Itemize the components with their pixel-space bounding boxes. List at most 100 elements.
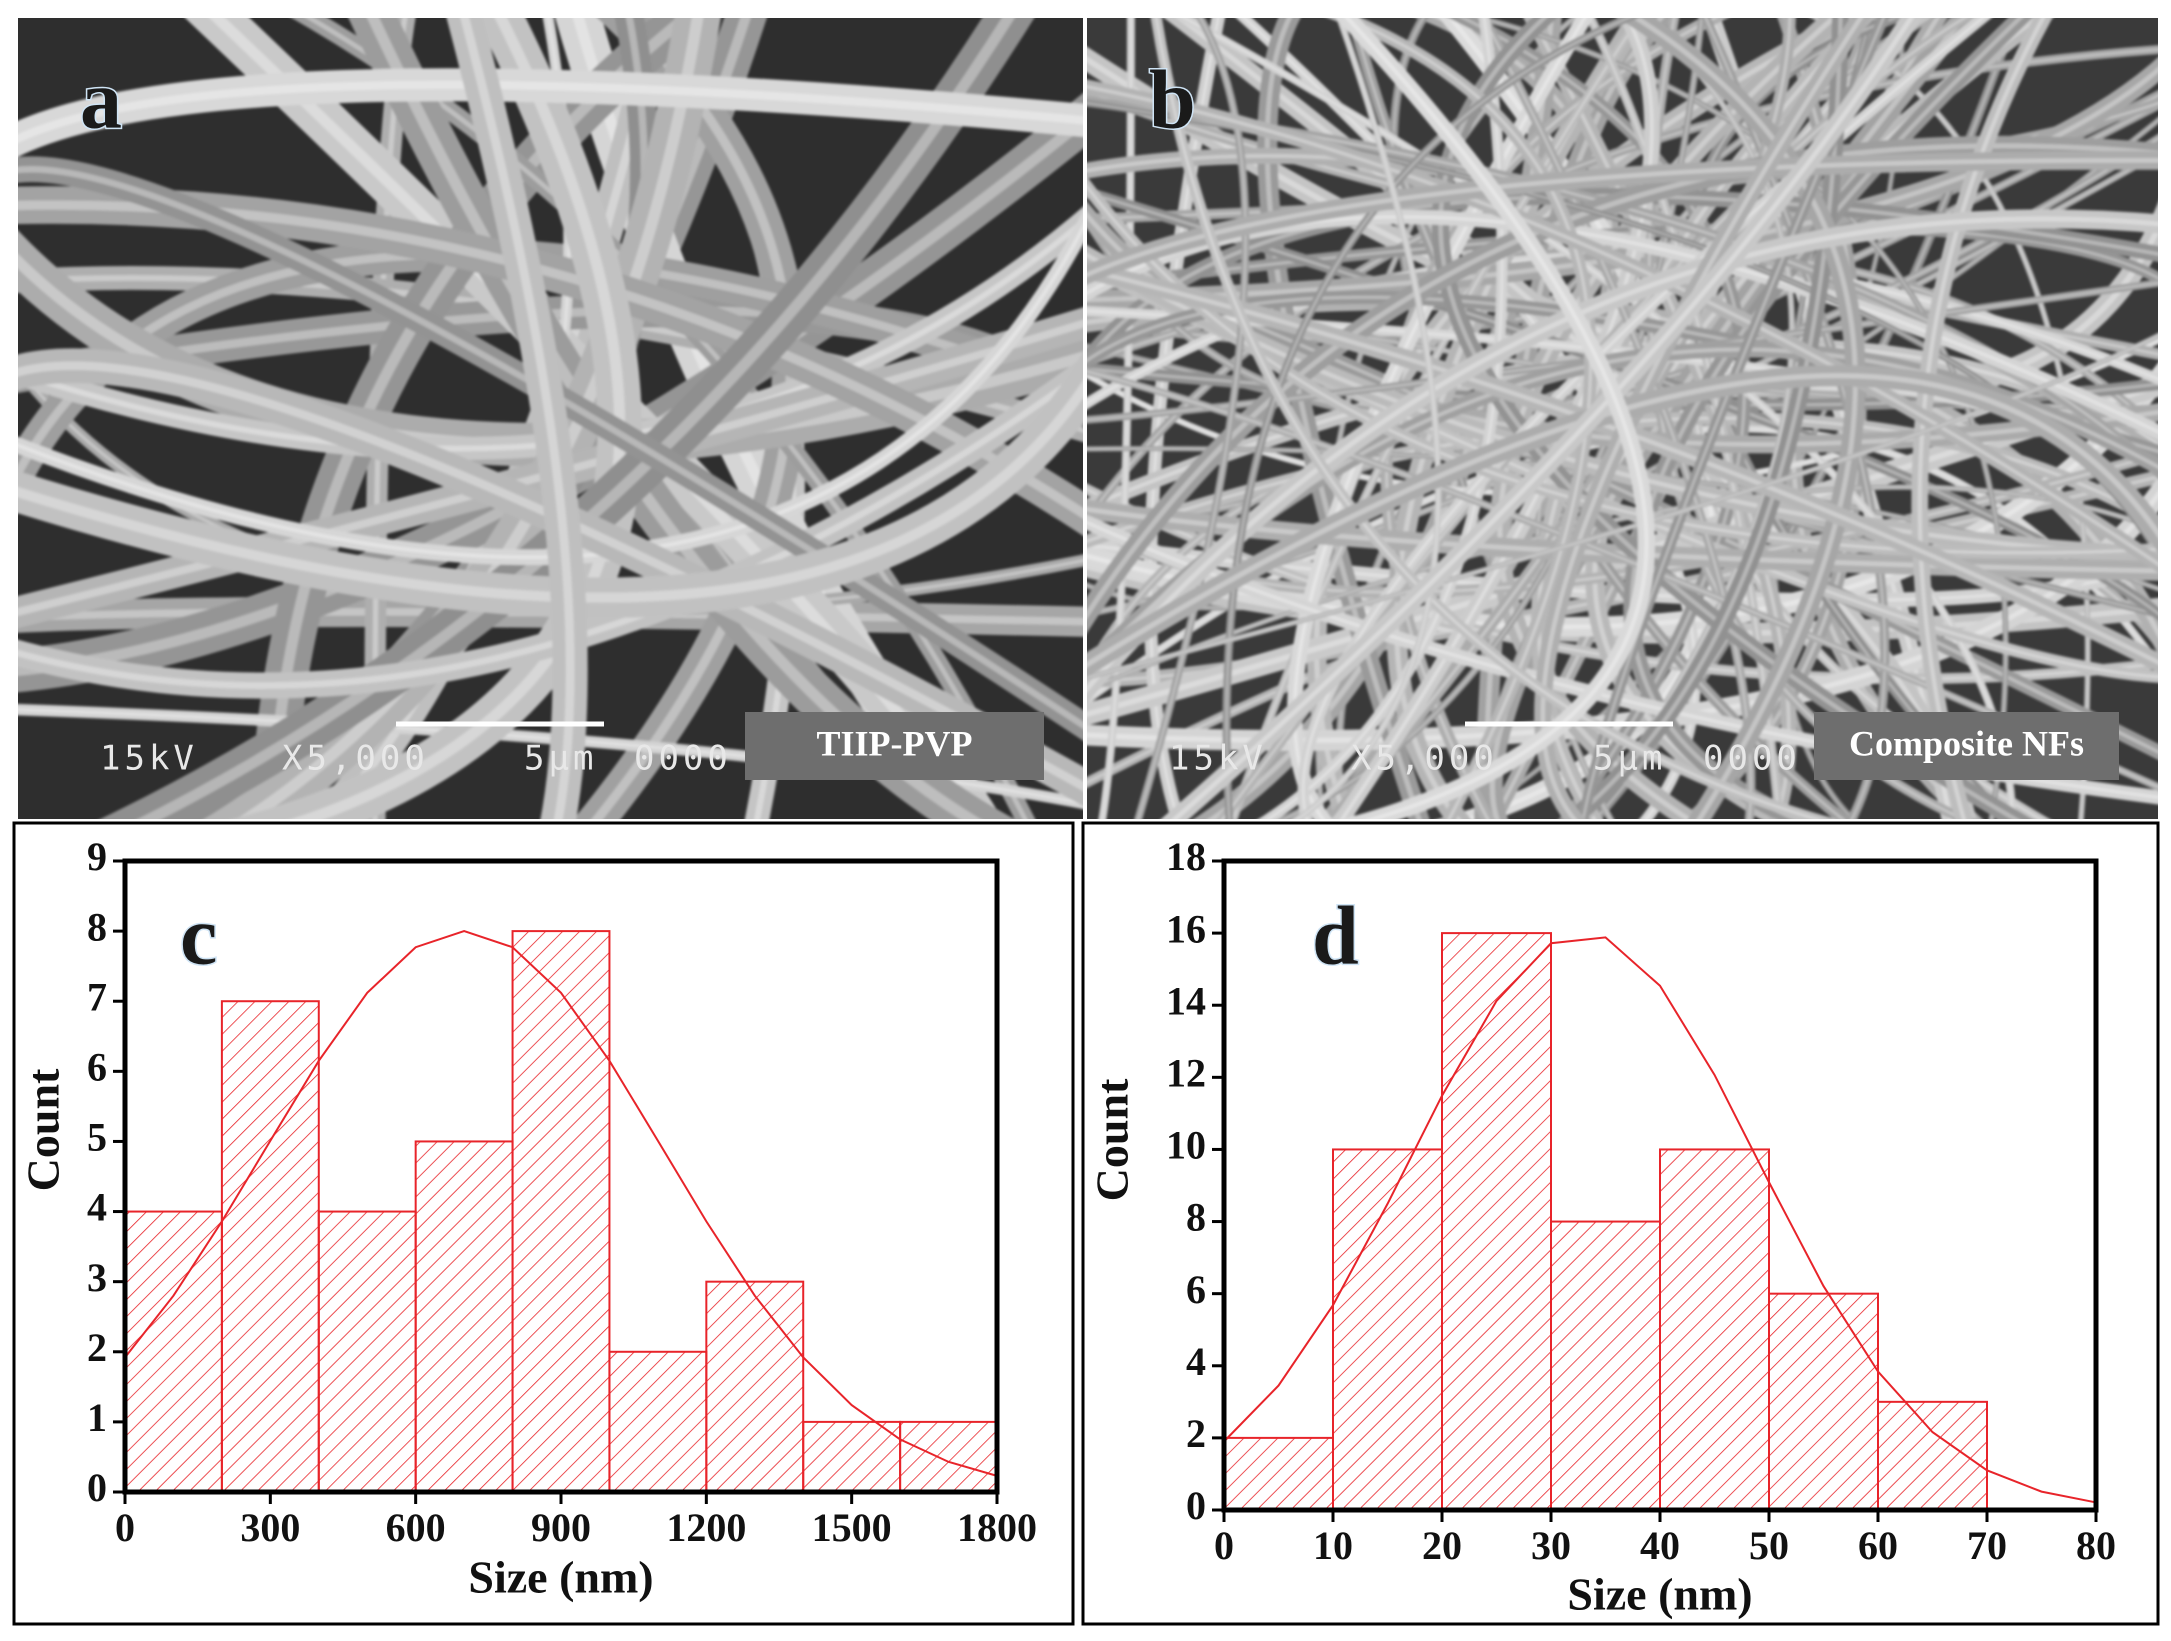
fiber-highlight xyxy=(1631,18,1858,819)
y-tick-label: 6 xyxy=(1186,1267,1206,1312)
panel-label: c xyxy=(180,889,217,982)
histogram-bar xyxy=(1223,1436,1334,1512)
histogram-bar xyxy=(1550,1220,1661,1511)
histogram-bar xyxy=(802,1420,902,1494)
x-tick-label: 900 xyxy=(531,1505,591,1550)
fiber-highlight xyxy=(1087,373,2158,668)
histogram-bar xyxy=(124,1210,223,1493)
x-tick-label: 40 xyxy=(1640,1523,1680,1568)
y-tick-label: 1 xyxy=(87,1395,107,1440)
fiber-highlight xyxy=(460,18,575,819)
fit-curve xyxy=(1223,936,2097,1504)
fibers xyxy=(18,18,1083,819)
x-tick-label: 0 xyxy=(115,1505,135,1550)
panel-label: a xyxy=(80,53,122,146)
histogram-bar xyxy=(1659,1148,1770,1511)
y-tick-label: 4 xyxy=(87,1185,107,1230)
histogram-bar xyxy=(705,1280,805,1493)
fiber-highlight xyxy=(1087,85,2158,567)
fiber-highlight xyxy=(18,380,1083,603)
image-info: 5μm xyxy=(524,739,597,779)
histogram-bar xyxy=(899,1420,998,1494)
x-tick-label: 30 xyxy=(1531,1523,1571,1568)
y-tick-label: 2 xyxy=(87,1325,107,1370)
fiber-highlight xyxy=(18,113,1083,676)
image-info: X5,000 xyxy=(1351,739,1498,779)
fit-curve xyxy=(124,930,998,1477)
y-axis-title: Count xyxy=(1087,1078,1138,1201)
fiber-highlight xyxy=(1540,18,1864,819)
y-tick-label: 12 xyxy=(1166,1051,1206,1096)
y-tick-label: 0 xyxy=(1186,1483,1206,1528)
fiber-highlight xyxy=(18,361,1083,792)
image-caption: TIIP-PVP xyxy=(817,723,973,763)
fiber-highlight xyxy=(137,18,1015,819)
image-info: 15kV xyxy=(1169,739,1267,779)
x-tick-label: 1200 xyxy=(666,1505,746,1550)
fiber-highlight xyxy=(1087,143,2158,620)
fiber-highlight xyxy=(1581,18,1885,819)
fiber-highlight xyxy=(18,368,1083,689)
x-tick-label: 80 xyxy=(2076,1523,2116,1568)
caption-box xyxy=(745,712,1044,780)
histogram-bar xyxy=(1441,932,1552,1511)
image-info: 5μm xyxy=(1593,739,1666,779)
x-tick-label: 1500 xyxy=(812,1505,892,1550)
y-tick-label: 10 xyxy=(1166,1123,1206,1168)
y-tick-label: 8 xyxy=(87,904,107,949)
panel-frame xyxy=(1081,821,2160,1626)
x-tick-label: 60 xyxy=(1858,1523,1898,1568)
x-axis-title: Size (nm) xyxy=(1567,1569,1752,1620)
fiber-highlight xyxy=(236,18,704,819)
image-info: 15kV xyxy=(100,739,198,779)
y-tick-label: 5 xyxy=(87,1115,107,1160)
fiber-highlight xyxy=(1087,158,2158,278)
histogram-bar xyxy=(1332,1148,1443,1511)
fiber-highlight xyxy=(18,223,1083,560)
y-tick-label: 6 xyxy=(87,1045,107,1090)
fiber-highlight xyxy=(1087,490,2158,744)
y-tick-label: 4 xyxy=(1186,1339,1206,1384)
histogram-bar xyxy=(608,1350,708,1494)
fiber-highlight xyxy=(18,708,1083,805)
x-axis-title: Size (nm) xyxy=(468,1552,653,1603)
fiber-highlight xyxy=(1482,18,1752,819)
sem-image xyxy=(1087,18,2158,819)
image-info: 0000 xyxy=(634,739,732,779)
y-tick-label: 8 xyxy=(1186,1195,1206,1240)
fiber-highlight xyxy=(1087,264,2158,754)
fiber-highlight xyxy=(1087,335,2158,679)
x-tick-label: 20 xyxy=(1422,1523,1462,1568)
x-tick-label: 1800 xyxy=(957,1505,1037,1550)
y-tick-label: 9 xyxy=(87,834,107,879)
fiber-highlight xyxy=(1137,18,1247,819)
caption-box xyxy=(1814,712,2119,780)
x-tick-label: 50 xyxy=(1749,1523,1789,1568)
y-tick-label: 0 xyxy=(87,1465,107,1510)
y-tick-label: 7 xyxy=(87,974,107,1019)
fibers xyxy=(1087,18,2158,819)
y-tick-label: 2 xyxy=(1186,1411,1206,1456)
histogram-bar xyxy=(1768,1292,1879,1511)
image-info: 0000 xyxy=(1703,739,1801,779)
image-info: X5,000 xyxy=(282,739,429,779)
x-tick-label: 10 xyxy=(1313,1523,1353,1568)
image-caption: Composite NFs xyxy=(1849,723,2084,763)
x-tick-label: 600 xyxy=(386,1505,446,1550)
histogram-bar xyxy=(1877,1400,1988,1512)
fiber-highlight xyxy=(1154,18,1821,819)
panel-label: d xyxy=(1312,889,1359,982)
fiber-highlight xyxy=(1477,18,2007,819)
fiber-highlight xyxy=(1344,18,1649,819)
x-tick-label: 0 xyxy=(1214,1523,1234,1568)
x-tick-label: 300 xyxy=(240,1505,300,1550)
x-tick-label: 70 xyxy=(1967,1523,2007,1568)
histogram-bar xyxy=(317,1210,417,1493)
panel-frame xyxy=(12,821,1075,1626)
histogram-bar xyxy=(414,1140,514,1493)
y-tick-label: 3 xyxy=(87,1255,107,1300)
fiber-highlight xyxy=(1225,18,1631,819)
fiber-highlight xyxy=(18,80,1083,144)
y-axis-title: Count xyxy=(18,1068,69,1191)
y-tick-label: 14 xyxy=(1166,978,1206,1023)
